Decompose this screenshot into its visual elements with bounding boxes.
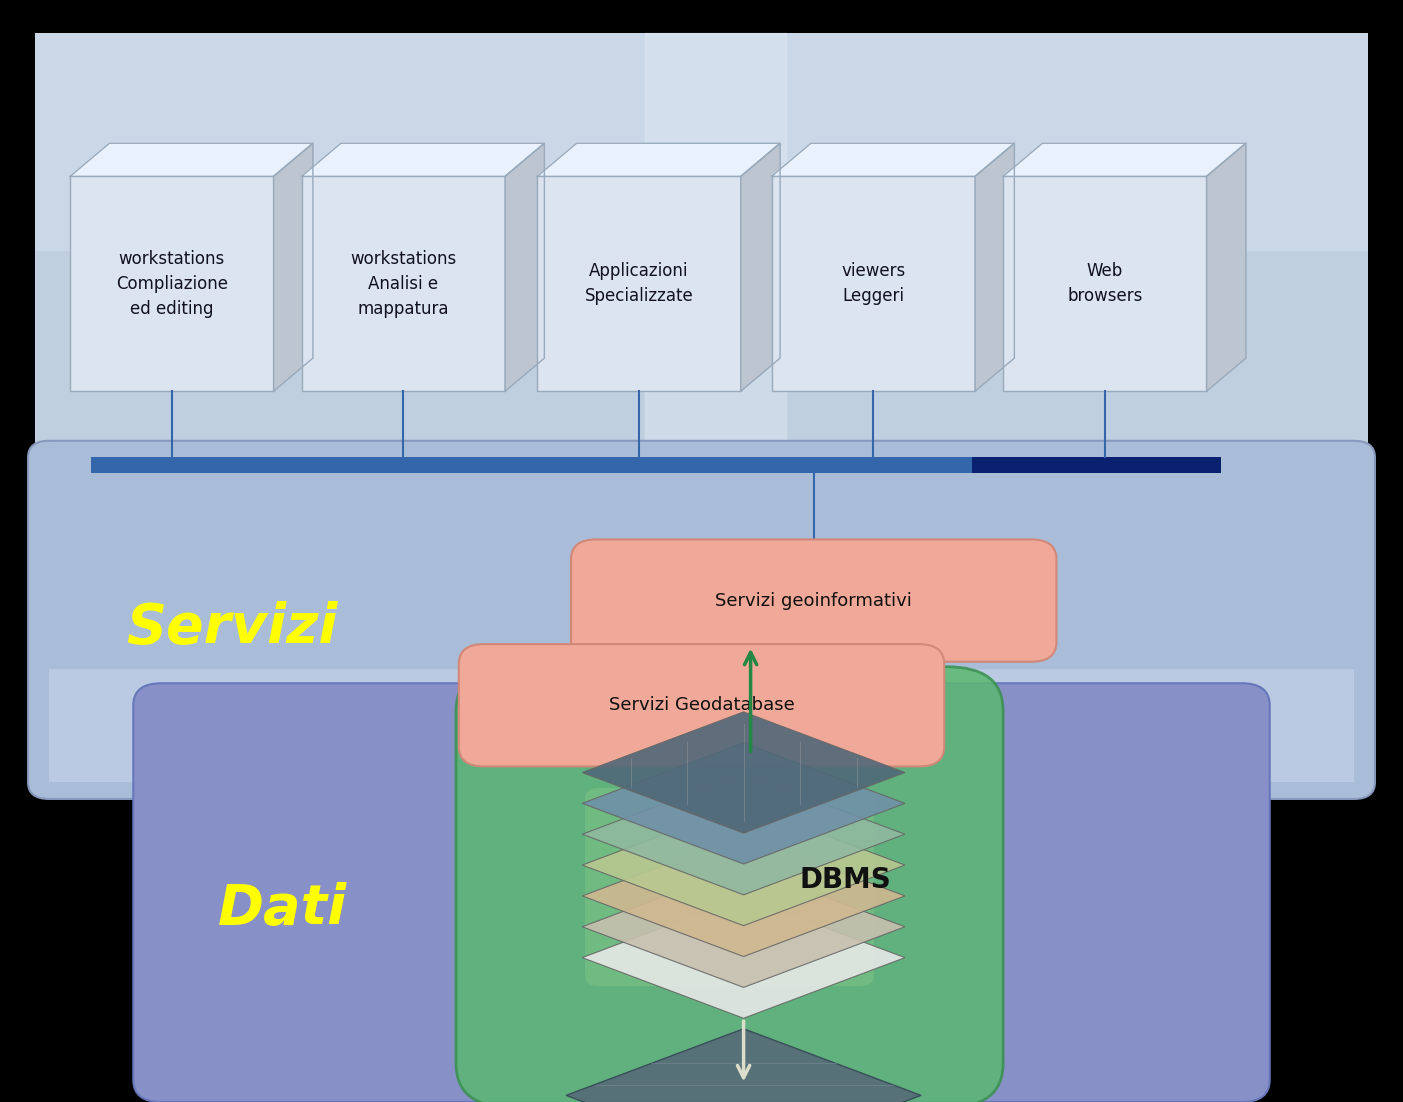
FancyBboxPatch shape bbox=[585, 788, 874, 986]
FancyBboxPatch shape bbox=[49, 669, 1354, 782]
Text: Dati: Dati bbox=[217, 882, 347, 937]
Polygon shape bbox=[582, 835, 905, 957]
Polygon shape bbox=[582, 743, 905, 864]
FancyBboxPatch shape bbox=[91, 457, 972, 473]
Polygon shape bbox=[70, 143, 313, 176]
FancyBboxPatch shape bbox=[35, 33, 1368, 251]
Polygon shape bbox=[582, 897, 905, 1018]
Polygon shape bbox=[274, 143, 313, 391]
Polygon shape bbox=[505, 143, 544, 391]
Text: workstations
Analisi e
mappatura: workstations Analisi e mappatura bbox=[351, 250, 456, 317]
Polygon shape bbox=[582, 712, 905, 833]
FancyBboxPatch shape bbox=[972, 457, 1221, 473]
Polygon shape bbox=[975, 143, 1014, 391]
FancyBboxPatch shape bbox=[459, 644, 944, 767]
Polygon shape bbox=[565, 1029, 920, 1102]
Text: Servizi geoinformativi: Servizi geoinformativi bbox=[716, 592, 912, 609]
FancyBboxPatch shape bbox=[28, 441, 1375, 799]
Polygon shape bbox=[1003, 143, 1246, 176]
Text: viewers
Leggeri: viewers Leggeri bbox=[842, 262, 905, 305]
Polygon shape bbox=[741, 143, 780, 391]
Polygon shape bbox=[537, 143, 780, 176]
FancyBboxPatch shape bbox=[302, 176, 505, 391]
Text: Applicazioni
Specializzate: Applicazioni Specializzate bbox=[585, 262, 693, 305]
FancyBboxPatch shape bbox=[571, 540, 1056, 661]
Text: DBMS: DBMS bbox=[800, 866, 891, 895]
Polygon shape bbox=[302, 143, 544, 176]
Polygon shape bbox=[772, 143, 1014, 176]
Text: Web
browsers: Web browsers bbox=[1068, 262, 1142, 305]
Polygon shape bbox=[582, 866, 905, 987]
Polygon shape bbox=[582, 774, 905, 895]
FancyBboxPatch shape bbox=[772, 176, 975, 391]
FancyBboxPatch shape bbox=[35, 33, 1368, 468]
FancyBboxPatch shape bbox=[456, 667, 1003, 1102]
Text: Servizi Geodatabase: Servizi Geodatabase bbox=[609, 696, 794, 714]
FancyBboxPatch shape bbox=[1003, 176, 1207, 391]
Text: Servizi: Servizi bbox=[126, 601, 338, 656]
FancyBboxPatch shape bbox=[133, 683, 1270, 1102]
Polygon shape bbox=[1207, 143, 1246, 391]
Polygon shape bbox=[582, 804, 905, 926]
Text: workstations
Compliazione
ed editing: workstations Compliazione ed editing bbox=[116, 250, 227, 317]
FancyBboxPatch shape bbox=[70, 176, 274, 391]
FancyBboxPatch shape bbox=[537, 176, 741, 391]
